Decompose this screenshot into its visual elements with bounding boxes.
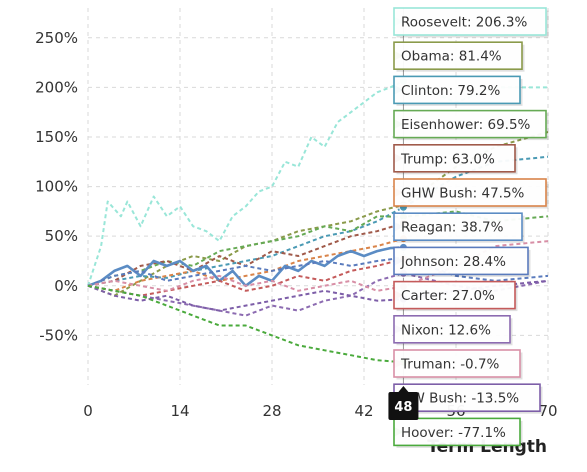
y-tick-label: -50% [39, 326, 78, 344]
y-tick-label: 200% [35, 78, 78, 96]
tooltip-obama: Obama: 81.4% [393, 41, 525, 72]
x-tick-label: 14 [170, 402, 189, 420]
tooltip-label: Hoover: -77.1% [401, 425, 506, 441]
tooltip-box [393, 417, 521, 447]
x-tick-label: 70 [538, 402, 557, 420]
tooltip-box [393, 280, 516, 310]
tooltip-box [393, 349, 521, 378]
tooltip-label: Obama: 81.4% [401, 49, 502, 65]
tooltip-label: GHW Bush: 47.5% [401, 186, 525, 202]
series-line-roosevelt [87, 80, 548, 287]
x-tick-label: 42 [354, 402, 373, 420]
series-line-truman [87, 240, 549, 292]
hover-badge-arrow [398, 386, 409, 392]
y-tick-label: 0% [54, 277, 78, 295]
series-line-hoover [87, 284, 404, 364]
tooltip-label: Carter: 27.0% [401, 288, 495, 304]
y-tick-label: 50% [45, 227, 78, 245]
series-line-carter [87, 258, 404, 297]
tooltip-gw-bush: GW Bush: -13.5% [393, 383, 543, 414]
x-tick-label: 28 [262, 402, 281, 420]
y-tick-label: 250% [35, 29, 78, 47]
tooltip-label: Johnson: 28.4% [400, 254, 506, 270]
tooltip-box [393, 75, 521, 105]
series-line-ghw-bush [87, 237, 404, 292]
tooltip-label: GW Bush: -13.5% [401, 391, 519, 407]
x-tick-label: 0 [83, 402, 93, 420]
tooltip-label: Reagan: 38.7% [401, 220, 504, 236]
tooltips: Roosevelt: 206.3% Obama: 81.4% Clinton: 79… [393, 7, 549, 448]
tooltip-label: Eisenhower: 69.5% [401, 117, 531, 133]
tooltip-johnson: Johnson: 28.4% [393, 246, 531, 277]
series-line-nixon [87, 272, 549, 317]
y-tick-label: 150% [35, 128, 78, 146]
tooltip-label: Truman: -0.7% [400, 357, 500, 373]
tooltip-box [393, 144, 516, 173]
series-line-gw-bush [87, 279, 549, 312]
y-axis-ticks: 250% 200% 150% 100% 50% 0% -50% [35, 29, 78, 345]
tooltip-box [393, 314, 511, 344]
tooltip-box [393, 109, 547, 139]
y-tick-label: 100% [35, 178, 78, 196]
tooltip-truman: Truman: -0.7% [393, 349, 523, 380]
tooltip-eisenhower: Eisenhower: 69.5% [393, 109, 549, 141]
tooltip-nixon: Nixon: 12.6% [393, 314, 513, 346]
tooltip-reagan: Reagan: 38.7% [393, 212, 525, 243]
tooltip-box [393, 7, 547, 36]
tooltip-box [393, 212, 523, 241]
tooltip-box [393, 41, 523, 71]
x-axis-ticks: 01428425670 [83, 402, 557, 420]
tooltip-box [393, 246, 529, 276]
tooltip-box [393, 178, 547, 207]
tooltip-trump: Trump: 63.0% [393, 144, 518, 175]
tooltip-label: Roosevelt: 206.3% [401, 15, 527, 31]
tooltip-label: Clinton: 79.2% [401, 83, 500, 99]
tooltip-label: Trump: 63.0% [400, 151, 495, 167]
tooltip-ghw-bush: GHW Bush: 47.5% [393, 178, 549, 209]
tooltip-label: Nixon: 12.6% [401, 322, 491, 338]
series-line-obama [87, 131, 549, 297]
tooltip-roosevelt: Roosevelt: 206.3% [393, 7, 549, 38]
tooltip-carter: Carter: 27.0% [393, 280, 518, 312]
hover-x-label: 48 [394, 400, 412, 415]
tooltip-hoover: Hoover: -77.1% [393, 417, 523, 448]
hover-x-badge: 48 [388, 386, 419, 420]
tooltip-clinton: Clinton: 79.2% [393, 75, 523, 106]
